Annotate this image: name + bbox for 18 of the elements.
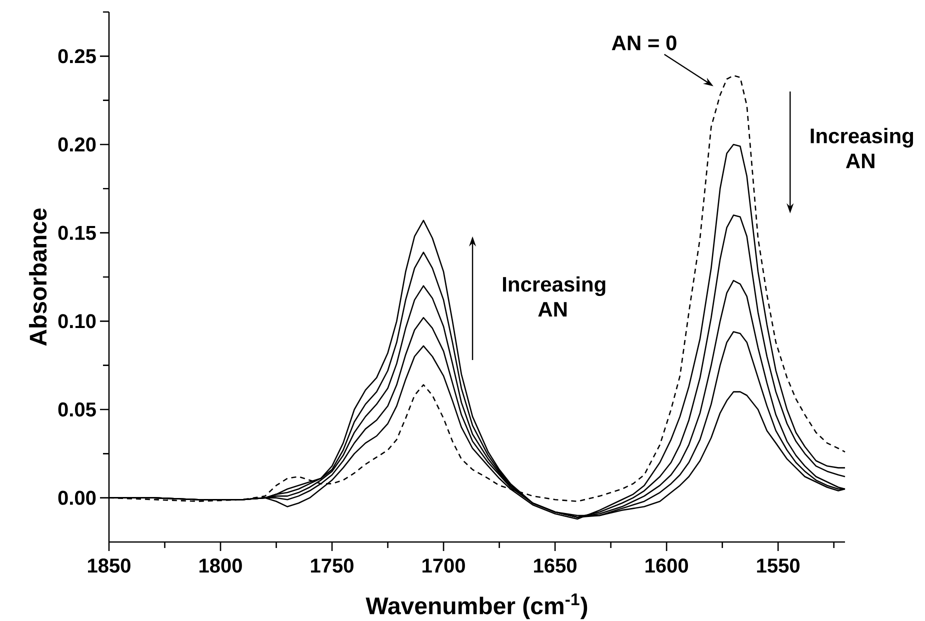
x-tick-label: 1800 (200, 558, 242, 573)
y-tick-label: 0.25 (58, 49, 96, 64)
x-tick-label: 1550 (757, 558, 800, 573)
x-tick-label: 1850 (88, 558, 130, 573)
x-axis-title: Wavenumber (cm$^{-1}$) (366, 594, 588, 620)
annotation: Increasing AN (503, 276, 606, 317)
x-tick-label: 1700 (422, 558, 465, 573)
annotation: AN = 0 (612, 35, 676, 50)
y-tick-label: 0.20 (58, 137, 96, 152)
y-tick-label: 0.15 (58, 226, 96, 240)
x-tick-label: 1650 (534, 558, 576, 573)
y-tick-label: 0.10 (58, 314, 96, 328)
x-tick-label: 1750 (311, 558, 354, 573)
y-tick-label: 0.00 (58, 490, 96, 505)
annotation: Increasing AN (810, 128, 914, 168)
x-tick-label: 1600 (646, 558, 688, 573)
y-tick-label: 0.05 (58, 402, 96, 417)
y-axis-title: Absorbance (29, 208, 47, 346)
